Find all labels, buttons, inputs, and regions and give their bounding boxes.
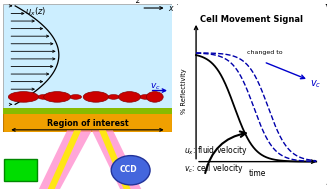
Polygon shape [39, 130, 92, 189]
Ellipse shape [8, 92, 39, 102]
Text: Region of interest: Region of interest [47, 119, 128, 128]
Ellipse shape [111, 156, 150, 185]
Text: changed to: changed to [247, 50, 283, 55]
Polygon shape [99, 130, 131, 189]
Text: % Reflectivity: % Reflectivity [181, 68, 187, 114]
FancyBboxPatch shape [4, 159, 37, 181]
Ellipse shape [118, 92, 141, 102]
FancyBboxPatch shape [3, 108, 172, 132]
Bar [3, 108, 172, 114]
Ellipse shape [83, 92, 109, 102]
Text: time: time [249, 169, 266, 178]
Text: Cell Movement Signal: Cell Movement Signal [200, 15, 303, 24]
Text: $z$: $z$ [135, 0, 141, 5]
Ellipse shape [108, 94, 119, 99]
Text: $v_c$: $v_c$ [150, 81, 160, 92]
Polygon shape [48, 130, 81, 189]
Text: CCD: CCD [120, 165, 138, 174]
Text: $u_x$: fluid velocity: $u_x$: fluid velocity [184, 144, 248, 157]
Text: $x$: $x$ [168, 4, 175, 13]
Ellipse shape [44, 92, 71, 102]
Text: $v_c$: cell velocity: $v_c$: cell velocity [184, 162, 244, 175]
Text: $v_c$: $v_c$ [310, 78, 321, 90]
FancyBboxPatch shape [3, 4, 172, 110]
Polygon shape [92, 130, 141, 189]
Ellipse shape [38, 94, 50, 99]
Ellipse shape [140, 94, 151, 99]
Text: $u_x(z)$: $u_x(z)$ [25, 6, 47, 19]
FancyBboxPatch shape [175, 2, 328, 189]
Ellipse shape [147, 92, 163, 102]
Ellipse shape [70, 94, 82, 99]
